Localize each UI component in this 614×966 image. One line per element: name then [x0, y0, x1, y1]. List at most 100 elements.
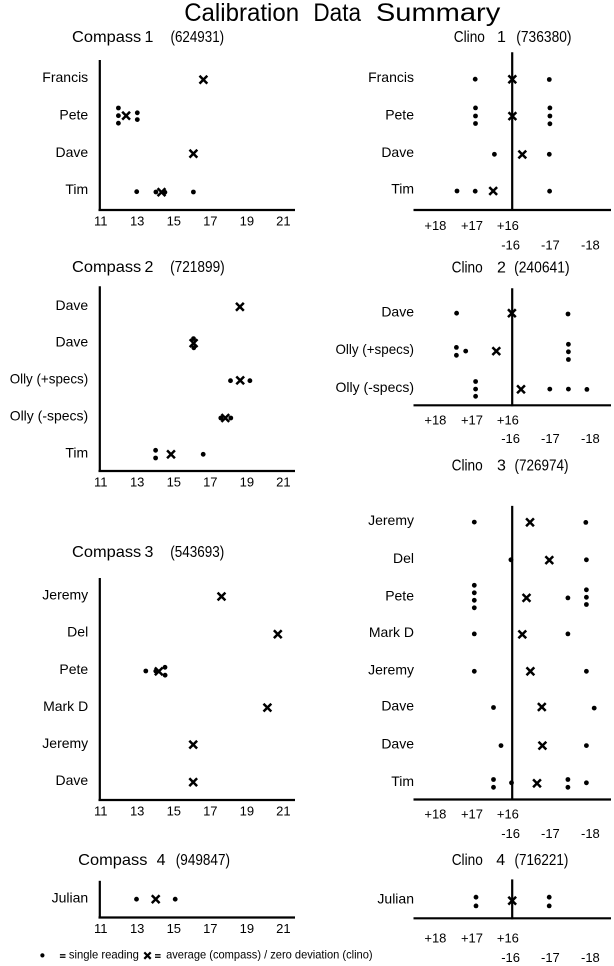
svg-text:Mark D: Mark D [369, 624, 414, 640]
svg-text:Clino: Clino [452, 852, 483, 869]
svg-text:Dave: Dave [381, 736, 414, 752]
svg-text:+18: +18 [424, 218, 446, 233]
svg-text:Francis: Francis [42, 69, 88, 85]
svg-text:single reading: single reading [69, 948, 139, 962]
svg-text:21: 21 [276, 921, 290, 936]
svg-text:19: 19 [240, 475, 254, 490]
svg-text:15: 15 [167, 921, 181, 936]
svg-text:(949847): (949847) [176, 852, 230, 869]
svg-text:Del: Del [67, 624, 88, 640]
svg-text:13: 13 [130, 214, 144, 229]
svg-text:+16: +16 [497, 412, 519, 427]
svg-text:Francis: Francis [368, 69, 414, 85]
svg-text:Jeremy: Jeremy [42, 735, 88, 751]
svg-text:Dave: Dave [56, 297, 89, 313]
svg-text:21: 21 [276, 804, 290, 819]
svg-text:Olly (+specs): Olly (+specs) [336, 341, 415, 357]
svg-text:15: 15 [167, 214, 181, 229]
svg-text:-18: -18 [581, 431, 600, 446]
svg-text:Dave: Dave [56, 334, 89, 350]
svg-text:1: 1 [497, 29, 506, 46]
svg-text:Dave: Dave [56, 772, 89, 788]
svg-text:Pete: Pete [59, 661, 88, 677]
svg-text:+16: +16 [497, 218, 519, 233]
svg-text:17: 17 [203, 921, 217, 936]
svg-text:average (compass) / zero devia: average (compass) / zero deviation (clin… [166, 948, 373, 962]
svg-text:(624931): (624931) [171, 29, 225, 46]
svg-text:Compass: Compass [78, 852, 147, 869]
svg-text:-17: -17 [541, 431, 560, 446]
svg-text:(240641): (240641) [514, 260, 570, 277]
svg-text:Jeremy: Jeremy [368, 661, 414, 677]
svg-text:Dave: Dave [381, 698, 414, 714]
svg-text:Clino: Clino [454, 29, 485, 46]
svg-text:Del: Del [393, 550, 414, 566]
svg-text:(543693): (543693) [170, 544, 224, 561]
svg-text:Mark D: Mark D [43, 698, 88, 714]
svg-text:13: 13 [130, 475, 144, 490]
svg-text:4: 4 [157, 852, 166, 869]
svg-text:Jeremy: Jeremy [42, 587, 88, 603]
svg-text:(736380): (736380) [516, 29, 571, 46]
svg-text:+18: +18 [424, 931, 446, 946]
svg-text:Olly (-specs): Olly (-specs) [10, 408, 89, 424]
svg-text:Dave: Dave [56, 144, 89, 160]
svg-text:4: 4 [496, 852, 505, 869]
svg-text:Clino: Clino [452, 458, 483, 475]
svg-text:Julian: Julian [377, 891, 414, 907]
svg-text:-17: -17 [541, 826, 560, 841]
svg-text:-16: -16 [501, 826, 520, 841]
svg-text:+18: +18 [424, 807, 446, 822]
svg-text:+17: +17 [461, 412, 483, 427]
svg-text:Compass: Compass [72, 29, 141, 46]
svg-text:-17: -17 [541, 237, 560, 252]
svg-text:17: 17 [203, 804, 217, 819]
svg-text:1: 1 [145, 29, 154, 46]
svg-text:11: 11 [94, 475, 108, 490]
svg-text:-17: -17 [541, 950, 560, 965]
svg-text:19: 19 [240, 214, 254, 229]
svg-text:Dave: Dave [381, 144, 414, 160]
svg-text:3: 3 [497, 458, 506, 475]
svg-text:-18: -18 [581, 950, 600, 965]
svg-text:2: 2 [144, 259, 153, 276]
svg-text:Data: Data [313, 0, 361, 27]
svg-text:11: 11 [94, 804, 108, 819]
svg-text:17: 17 [203, 214, 217, 229]
svg-text:-18: -18 [581, 826, 600, 841]
svg-text:Dave: Dave [381, 303, 414, 319]
svg-text:Olly (+specs): Olly (+specs) [10, 371, 89, 387]
svg-text:21: 21 [276, 214, 290, 229]
svg-text:+18: +18 [424, 412, 446, 427]
svg-text:Pete: Pete [385, 107, 414, 123]
svg-text:15: 15 [167, 804, 181, 819]
svg-text:+17: +17 [461, 218, 483, 233]
svg-text:+16: +16 [497, 931, 519, 946]
svg-text:21: 21 [276, 475, 290, 490]
svg-text:-16: -16 [501, 431, 520, 446]
svg-text:17: 17 [203, 475, 217, 490]
svg-text:Clino: Clino [452, 260, 483, 277]
svg-text:3: 3 [144, 544, 153, 561]
svg-text:-16: -16 [501, 950, 520, 965]
svg-text:11: 11 [94, 921, 108, 936]
svg-text:Pete: Pete [59, 106, 88, 122]
svg-text:Tim: Tim [391, 181, 414, 197]
svg-text:2: 2 [497, 260, 506, 277]
svg-text:Jeremy: Jeremy [368, 512, 414, 528]
svg-text:Compass: Compass [72, 544, 141, 561]
svg-text:Calibration: Calibration [184, 0, 299, 27]
svg-text:Tim: Tim [391, 773, 414, 789]
svg-text:Compass: Compass [72, 259, 141, 276]
svg-text:-18: -18 [581, 237, 600, 252]
svg-text:13: 13 [130, 804, 144, 819]
svg-text:Pete: Pete [385, 587, 414, 603]
svg-text:Summary: Summary [376, 0, 501, 27]
svg-text:11: 11 [94, 214, 108, 229]
svg-text:15: 15 [167, 475, 181, 490]
svg-text:Olly (-specs): Olly (-specs) [336, 379, 415, 395]
svg-text:19: 19 [240, 921, 254, 936]
svg-text:+16: +16 [497, 807, 519, 822]
svg-text:+17: +17 [461, 807, 483, 822]
svg-text:(726974): (726974) [515, 458, 569, 475]
